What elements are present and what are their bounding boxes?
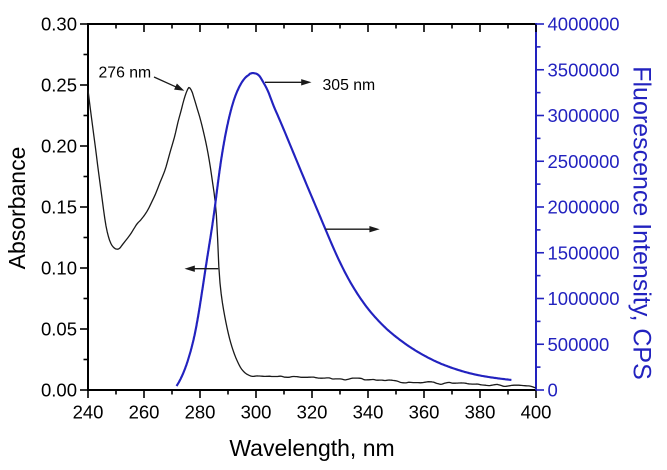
svg-text:2500000: 2500000 xyxy=(548,151,620,172)
svg-text:0.25: 0.25 xyxy=(41,75,77,96)
svg-text:280: 280 xyxy=(185,402,216,423)
svg-text:305 nm: 305 nm xyxy=(323,77,376,94)
svg-text:360: 360 xyxy=(409,402,440,423)
svg-text:260: 260 xyxy=(129,402,160,423)
svg-text:276 nm: 276 nm xyxy=(99,64,152,81)
svg-text:0.15: 0.15 xyxy=(41,197,77,218)
svg-text:Fluorescence Intensity, CPS: Fluorescence Intensity, CPS xyxy=(628,66,656,380)
svg-text:340: 340 xyxy=(353,402,384,423)
svg-text:380: 380 xyxy=(465,402,496,423)
svg-text:3000000: 3000000 xyxy=(548,105,620,126)
svg-text:500000: 500000 xyxy=(548,334,610,355)
svg-text:0: 0 xyxy=(548,380,558,401)
svg-text:240: 240 xyxy=(73,402,104,423)
svg-text:0.05: 0.05 xyxy=(41,319,77,340)
svg-text:4000000: 4000000 xyxy=(548,14,620,35)
svg-text:2000000: 2000000 xyxy=(548,197,620,218)
svg-text:0.10: 0.10 xyxy=(41,258,77,279)
svg-text:Absorbance: Absorbance xyxy=(4,147,30,270)
svg-text:0.20: 0.20 xyxy=(41,136,77,157)
svg-text:300: 300 xyxy=(241,402,272,423)
svg-text:320: 320 xyxy=(297,402,328,423)
svg-text:1000000: 1000000 xyxy=(548,288,620,309)
svg-text:1500000: 1500000 xyxy=(548,242,620,263)
svg-text:0.30: 0.30 xyxy=(41,14,77,35)
svg-text:400: 400 xyxy=(521,402,552,423)
svg-text:3500000: 3500000 xyxy=(548,59,620,80)
svg-text:Wavelength, nm: Wavelength, nm xyxy=(229,435,394,461)
svg-text:0.00: 0.00 xyxy=(41,380,77,401)
